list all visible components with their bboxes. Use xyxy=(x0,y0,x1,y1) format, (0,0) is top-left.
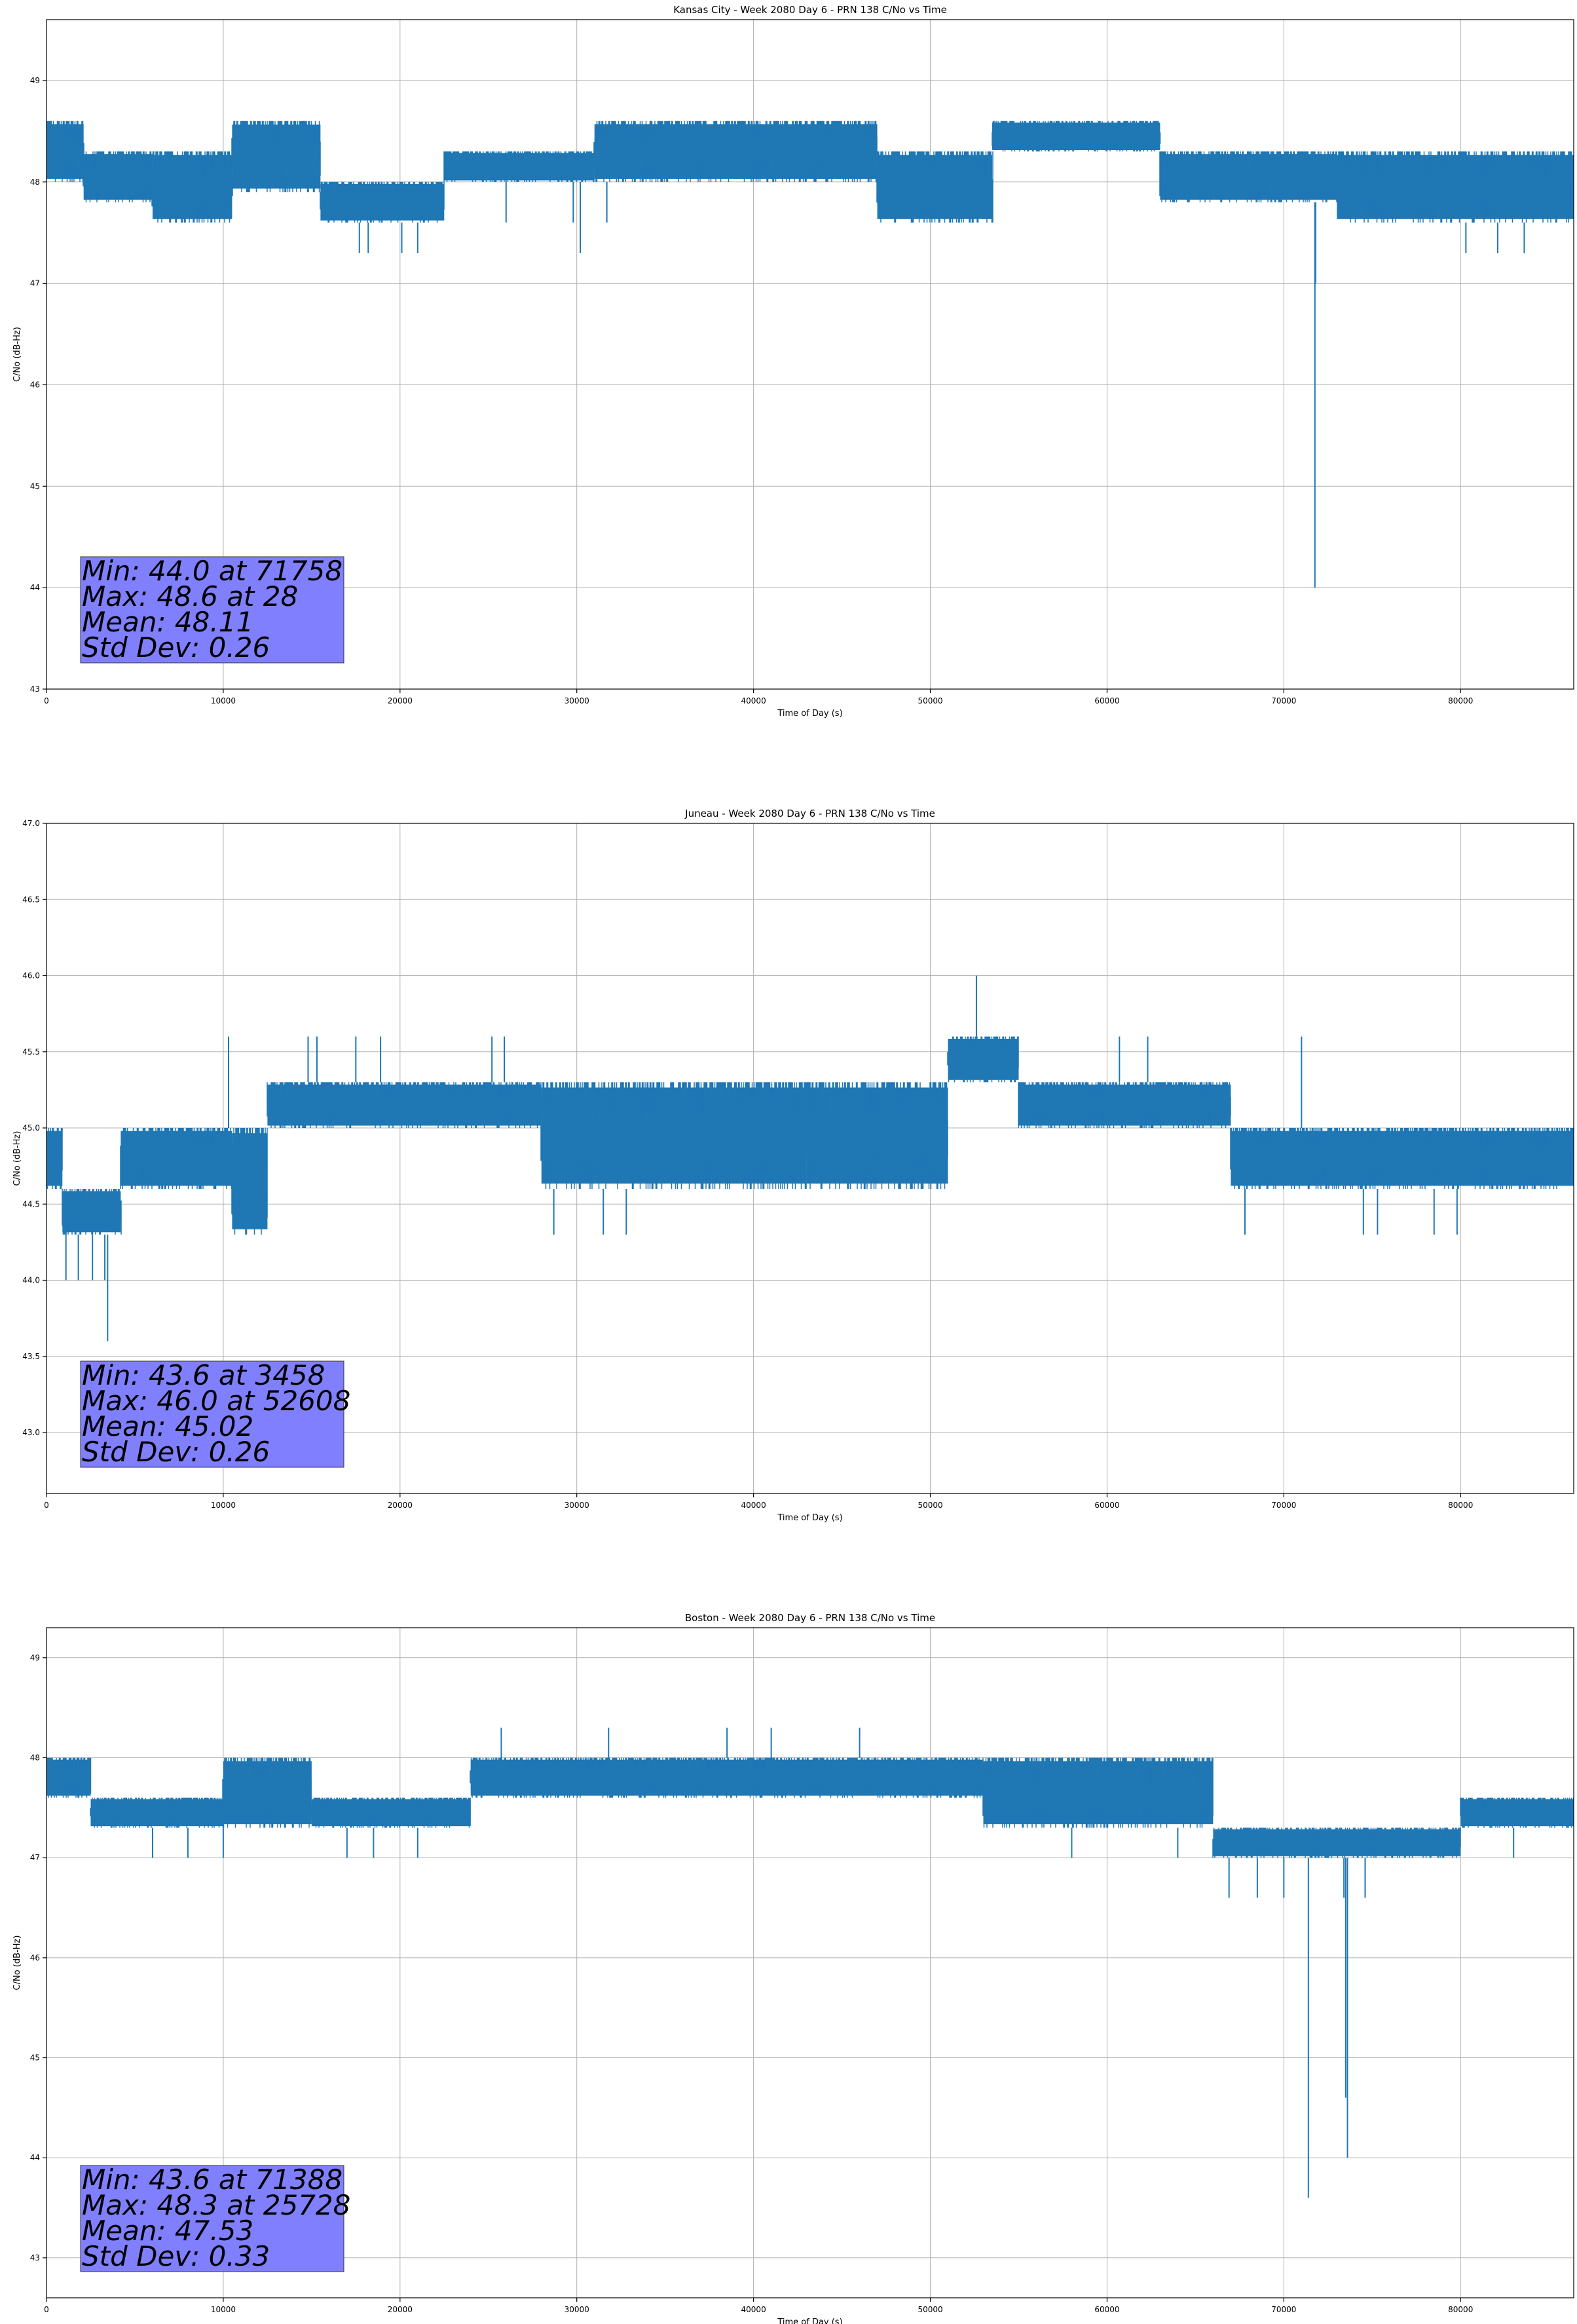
y-tick-label: 48 xyxy=(30,1753,40,1762)
y-tick-label: 49 xyxy=(30,76,40,85)
y-tick-label: 44.0 xyxy=(22,1276,40,1285)
y-tick-label: 46.0 xyxy=(22,971,40,981)
series-line xyxy=(46,1757,1574,1858)
y-tick-label: 49 xyxy=(30,1653,40,1662)
stats-line: Max: 48.3 at 25728 xyxy=(82,2189,350,2221)
x-tick-label: 70000 xyxy=(1271,1501,1296,1510)
y-tick-label: 43 xyxy=(30,684,40,694)
stats-line: Std Dev: 0.26 xyxy=(82,1436,270,1468)
y-tick-label: 44 xyxy=(30,583,40,592)
x-tick-label: 0 xyxy=(44,696,49,705)
x-tick-label: 50000 xyxy=(918,1501,942,1510)
x-tick-label: 60000 xyxy=(1094,696,1119,705)
chart-panel: 0 10000 20000 30000 40000 50000 60000 70000 8000… xyxy=(12,1612,1574,2324)
x-tick-label: 0 xyxy=(44,1501,49,1510)
stats-box xyxy=(80,2165,344,2272)
y-tick-label: 48 xyxy=(30,178,40,187)
plot-frame xyxy=(46,823,1574,1494)
series-line xyxy=(46,1036,1574,1235)
x-tick-label: 30000 xyxy=(565,696,589,705)
y-tick-label: 47.0 xyxy=(22,819,40,828)
chart-panel: 0 10000 20000 30000 40000 50000 60000 70000 8000… xyxy=(12,4,1574,719)
x-axis-label: Time of Day (s) xyxy=(777,1513,842,1523)
x-tick-label: 80000 xyxy=(1448,1501,1473,1510)
stats-line: Mean: 48.11 xyxy=(82,606,253,638)
chart-title: Juneau - Week 2080 Day 6 - PRN 138 C/No … xyxy=(684,808,935,819)
x-tick-label: 20000 xyxy=(388,2305,413,2314)
x-tick-label: 0 xyxy=(44,2305,49,2314)
stats-line: Mean: 45.02 xyxy=(82,1410,253,1442)
x-tick-label: 30000 xyxy=(565,1501,589,1510)
chart-title: Boston - Week 2080 Day 6 - PRN 138 C/No … xyxy=(685,1612,935,1624)
x-axis-label: Time of Day (s) xyxy=(777,709,842,719)
chart-title: Kansas City - Week 2080 Day 6 - PRN 138 … xyxy=(673,4,947,16)
y-tick-label: 43.5 xyxy=(22,1352,40,1361)
stats-line: Max: 46.0 at 52608 xyxy=(82,1385,350,1417)
y-tick-label: 44 xyxy=(30,2153,40,2162)
stats-line: Max: 48.6 at 28 xyxy=(82,580,298,612)
series-line xyxy=(46,121,1574,223)
y-axis-label: C/No (dB-Hz) xyxy=(12,1131,22,1186)
x-tick-label: 30000 xyxy=(565,2305,589,2314)
x-tick-label: 60000 xyxy=(1094,1501,1119,1510)
x-tick-label: 50000 xyxy=(918,696,942,705)
x-tick-label: 50000 xyxy=(918,2305,942,2314)
stats-line: Min: 44.0 at 71758 xyxy=(82,555,343,587)
x-tick-label: 10000 xyxy=(211,696,236,705)
y-tick-label: 46 xyxy=(30,380,40,389)
chart-panel: 0 10000 20000 30000 40000 50000 60000 70000 8000… xyxy=(12,808,1574,1523)
y-tick-label: 43.0 xyxy=(22,1428,40,1437)
x-tick-label: 20000 xyxy=(388,696,413,705)
stats-line: Min: 43.6 at 71388 xyxy=(82,2164,343,2196)
x-tick-label: 10000 xyxy=(211,2305,236,2314)
y-tick-label: 45.0 xyxy=(22,1123,40,1133)
x-axis-label: Time of Day (s) xyxy=(777,2317,842,2324)
x-tick-label: 40000 xyxy=(741,696,766,705)
y-tick-label: 43 xyxy=(30,2253,40,2262)
y-tick-label: 47 xyxy=(30,279,40,288)
y-tick-label: 45 xyxy=(30,2053,40,2063)
x-tick-label: 40000 xyxy=(741,1501,766,1510)
x-tick-label: 70000 xyxy=(1271,696,1296,705)
x-tick-label: 10000 xyxy=(211,1501,236,1510)
y-tick-label: 45 xyxy=(30,481,40,491)
plot-frame xyxy=(46,19,1574,690)
x-tick-label: 60000 xyxy=(1094,2305,1119,2314)
y-tick-label: 44.5 xyxy=(22,1199,40,1209)
stats-box xyxy=(80,1360,344,1468)
stats-line: Min: 43.6 at 3458 xyxy=(82,1359,325,1391)
x-tick-label: 20000 xyxy=(388,1501,413,1510)
y-tick-label: 45.5 xyxy=(22,1047,40,1057)
stats-line: Mean: 47.53 xyxy=(82,2215,253,2247)
plot-frame xyxy=(46,1627,1574,2298)
x-tick-label: 80000 xyxy=(1448,696,1473,705)
x-tick-label: 80000 xyxy=(1448,2305,1473,2314)
stats-line: Std Dev: 0.33 xyxy=(82,2240,270,2272)
y-tick-label: 47 xyxy=(30,1853,40,1862)
x-tick-label: 40000 xyxy=(741,2305,766,2314)
stats-box xyxy=(80,556,344,664)
y-axis-label: C/No (dB-Hz) xyxy=(12,1936,22,1991)
y-tick-label: 46 xyxy=(30,1953,40,1962)
y-tick-label: 46.5 xyxy=(22,895,40,904)
x-tick-label: 70000 xyxy=(1271,2305,1296,2314)
y-axis-label: C/No (dB-Hz) xyxy=(12,327,22,382)
stats-line: Std Dev: 0.26 xyxy=(82,631,270,664)
